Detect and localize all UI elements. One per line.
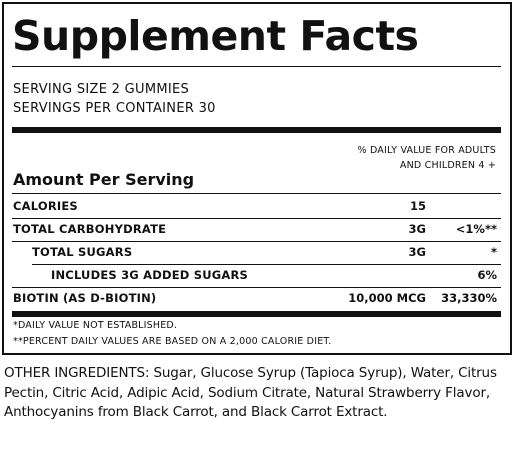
divider	[12, 193, 501, 194]
nutrient-daily-value: *	[490, 245, 497, 259]
nutrient-row-added-sugars: INCLUDES 3G ADDED SUGARS 6%	[12, 265, 501, 286]
nutrient-row-calories: CALORIES 15	[12, 196, 501, 217]
nutrient-amount: 15	[409, 199, 426, 213]
servings-per-container: SERVINGS PER CONTAINER 30	[13, 101, 216, 116]
nutrient-row-biotin: BIOTIN (AS D-BIOTIN) 10,000 MCG 33,330%	[12, 288, 501, 309]
nutrient-name: TOTAL CARBOHYDRATE	[13, 222, 167, 236]
nutrient-daily-value: 33,330%	[441, 291, 497, 305]
nutrient-name: CALORIES	[13, 199, 78, 213]
nutrient-name: TOTAL SUGARS	[32, 245, 133, 259]
row-divider	[12, 241, 501, 242]
nutrient-name: BIOTIN (AS D-BIOTIN)	[13, 291, 157, 305]
nutrient-daily-value: <1%**	[455, 222, 497, 236]
supplement-facts-panel: Supplement Facts SERVING SIZE 2 GUMMIES …	[2, 2, 512, 355]
footnote-daily-value: *DAILY VALUE NOT ESTABLISHED.	[13, 320, 178, 331]
daily-value-header-line1: % DAILY VALUE FOR ADULTS	[357, 145, 496, 156]
nutrient-amount: 3G	[408, 222, 426, 236]
panel-title: Supplement Facts	[12, 12, 419, 60]
nutrient-row-total-sugars: TOTAL SUGARS 3G *	[12, 242, 501, 263]
thick-divider	[12, 311, 501, 317]
row-divider	[12, 218, 501, 219]
nutrient-amount: 10,000 MCG	[348, 291, 426, 305]
other-ingredients: OTHER INGREDIENTS: Sugar, Glucose Syrup …	[4, 365, 497, 420]
row-divider	[12, 287, 501, 288]
nutrient-daily-value: 6%	[477, 268, 497, 282]
footnote-percent-daily: **PERCENT DAILY VALUES ARE BASED ON A 2,…	[13, 336, 332, 347]
row-divider	[32, 264, 501, 265]
serving-size: SERVING SIZE 2 GUMMIES	[13, 82, 190, 97]
daily-value-header: % DAILY VALUE FOR ADULTS AND CHILDREN 4 …	[358, 143, 496, 173]
divider	[12, 66, 501, 67]
nutrient-name: INCLUDES 3G ADDED SUGARS	[51, 268, 249, 282]
thick-divider	[12, 127, 501, 133]
amount-per-serving: Amount Per Serving	[13, 170, 195, 189]
nutrient-row-total-carbohydrate: TOTAL CARBOHYDRATE 3G <1%**	[12, 219, 501, 240]
daily-value-header-line2: AND CHILDREN 4 +	[399, 160, 496, 171]
nutrient-amount: 3G	[408, 245, 426, 259]
